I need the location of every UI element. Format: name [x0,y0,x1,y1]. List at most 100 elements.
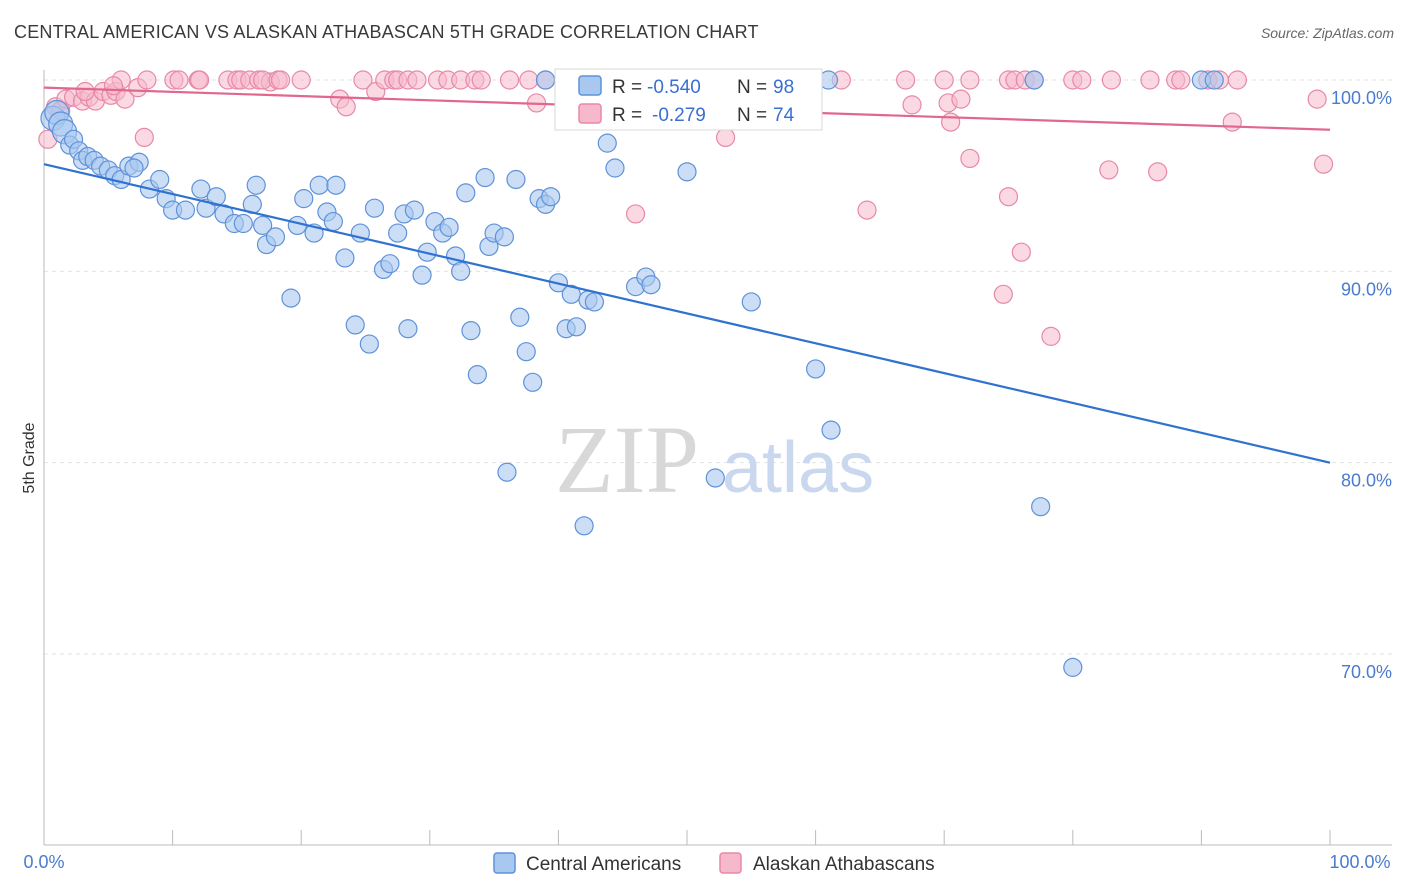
legend-r-value-pink: -0.279 [652,105,706,126]
legend: R = -0.540 N = 98 R = -0.279 N = 74 [554,68,823,131]
blue-point [451,261,471,281]
pink-point [896,70,916,90]
pink-point [336,97,356,117]
pink-point [1227,70,1248,90]
pink-point [902,95,922,115]
pink-point [134,127,154,147]
y-axis-label: 5th Grade [21,422,38,493]
x-ticks [43,830,1331,845]
pink-point [407,70,427,90]
blue-point [175,200,196,220]
blue-point [535,70,556,90]
blue-point [497,462,517,482]
blue-point [1024,70,1044,90]
pink-point [1072,70,1092,90]
blue-point [439,217,459,237]
blue-point [388,223,408,243]
bottom-legend-label-blue: Central Americans [526,854,681,875]
blue-point [805,359,826,379]
y-tick-labels: 70.0% 80.0% 90.0% 100.0% [1331,88,1392,682]
legend-n-label-pink: N = [737,105,767,126]
x-tick-label-min: 0.0% [23,852,64,872]
blue-point [124,158,144,178]
pink-point [169,70,189,90]
pink-point [951,89,971,109]
blue-point [510,307,530,327]
blue-point [494,227,514,247]
pink-point [998,187,1019,207]
blue-point [404,200,424,220]
watermark-zip: ZIP [555,406,699,513]
pink-point [103,76,124,96]
pink-point [934,70,954,90]
blue-point [294,189,314,209]
blue-point [516,342,536,362]
pink-point [960,148,980,169]
watermark-atlas: atlas [722,428,874,508]
blue-point [605,158,625,178]
legend-swatch-pink [578,103,602,124]
pink-point [291,70,311,90]
pink-point [857,200,877,220]
blue-point [412,265,432,285]
pink-point [1011,242,1031,262]
blue-point [597,133,617,153]
blue-point [541,187,561,207]
blue-point [566,317,587,337]
pink-point [75,81,95,102]
pink-point [1041,326,1061,346]
pink-point [137,70,157,90]
blue-point [323,211,343,232]
blue-point [253,215,273,236]
legend-r-value-blue: -0.540 [647,77,701,98]
axes [43,70,1392,846]
blue-point [191,179,211,199]
blue-point [281,288,301,308]
blue-point [461,321,481,341]
blue-point [265,227,286,247]
pink-point [1140,70,1160,90]
pink-point [519,70,539,90]
blue-point [467,365,487,385]
series-central-americans-points [40,70,1224,677]
bottom-legend-swatch-pink [719,852,742,874]
grid-lines [44,79,1392,655]
pink-point [993,284,1013,304]
legend-r-label-blue: R = [612,77,642,98]
blue-point [233,213,253,234]
blue-point [246,175,266,195]
blue-point [206,187,226,207]
trend-line-central-americans [43,163,1331,464]
pink-point [960,70,980,90]
blue-point [380,254,400,274]
blue-point [741,292,761,312]
blue-point [309,175,329,195]
blue-point [641,275,661,295]
blue-point [584,292,605,312]
blue-point [456,183,476,203]
pink-point [1222,112,1242,132]
blue-point [345,315,365,335]
legend-swatch-blue [578,75,602,96]
blue-point [574,516,594,536]
bottom-legend: Central Americans Alaskan Athabascans [493,852,935,875]
legend-r-label-pink: R = [612,105,642,126]
pink-point [1307,89,1327,109]
watermark: ZIP atlas [555,406,874,513]
blue-point [359,334,379,354]
blue-point [150,169,170,190]
pink-point [353,70,373,90]
blue-point [561,284,581,304]
blue-point [398,319,418,339]
pink-point [1148,162,1168,182]
legend-n-value-pink: 74 [773,105,795,126]
pink-point [941,112,961,132]
chart-source: Source: ZipAtlas.com [1260,25,1394,41]
blue-point [705,468,725,488]
pink-point [715,127,736,147]
y-tick-label-80: 80.0% [1341,471,1392,491]
x-tick-label-max: 100.0% [1329,852,1390,872]
bottom-legend-label-pink: Alaskan Athabascans [753,854,935,875]
legend-n-value-blue: 98 [773,77,794,98]
